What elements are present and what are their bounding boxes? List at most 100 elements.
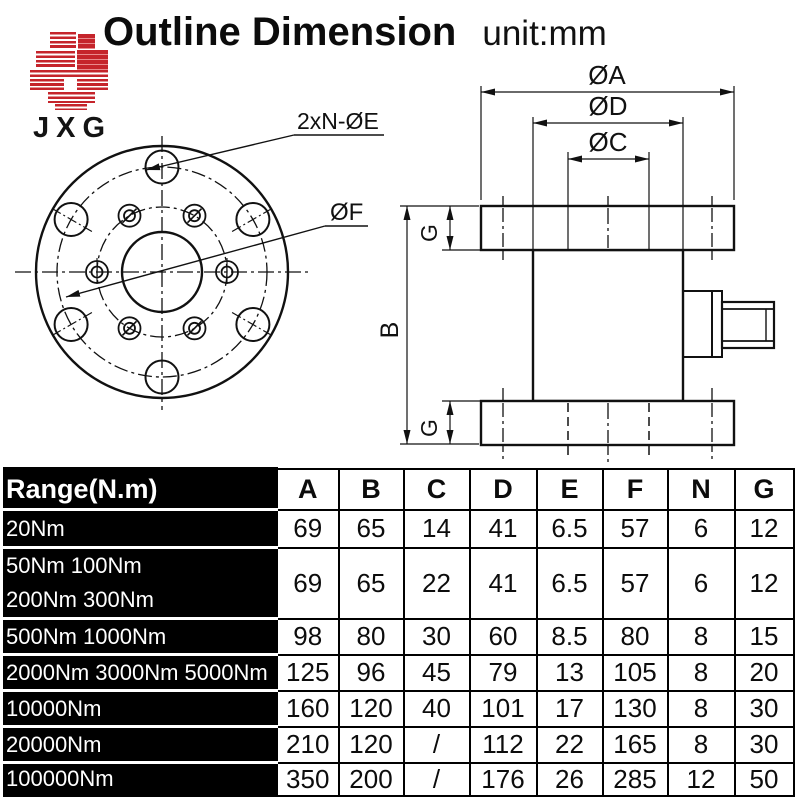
- connector: [682, 290, 776, 358]
- front-view-drawing: 2xN-ØE ØF: [15, 108, 384, 410]
- col-header-a: A: [275, 467, 340, 511]
- mount-hole: [53, 307, 89, 342]
- cell: 20: [733, 653, 795, 692]
- label-bolt-circle-dia: ØF: [330, 199, 363, 226]
- cell: 6: [666, 508, 736, 549]
- cell: 160: [275, 689, 340, 728]
- cell: 65: [337, 546, 405, 620]
- cell: 8.5: [535, 617, 604, 656]
- cell: 8: [666, 725, 736, 764]
- cell: 120: [337, 689, 405, 728]
- unit-label: unit:mm: [482, 14, 607, 53]
- table-header-row: Range(N.m) A B C D E F N G: [3, 467, 795, 511]
- cell: 6.5: [535, 508, 604, 549]
- cell: 80: [601, 617, 669, 656]
- leader-bolt-circle: [65, 225, 368, 298]
- outline-drawing: 2xN-ØE ØF: [15, 60, 776, 462]
- cell: 30: [733, 689, 795, 728]
- table-row: 20000Nm 210 120 / 112 22 165 8 30: [3, 725, 795, 765]
- cell: 45: [402, 653, 471, 692]
- label-mount-holes: 2xN-ØE: [297, 108, 379, 134]
- cell: 69: [275, 508, 340, 549]
- header-bar: Outline Dimension unit:mm: [103, 10, 607, 55]
- logo-block: [36, 51, 75, 68]
- cell: 8: [666, 689, 736, 728]
- mount-hole: [53, 202, 89, 237]
- dim-g-bottom: [442, 400, 481, 444]
- cell: 60: [468, 617, 538, 656]
- cell: 17: [535, 689, 604, 728]
- mount-hole: [144, 359, 180, 395]
- cell: 101: [468, 689, 538, 728]
- bolt-circle: [56, 166, 268, 378]
- cell: 50: [733, 761, 795, 797]
- label-dia-a: ØA: [588, 60, 626, 90]
- logo-block: [48, 92, 95, 103]
- cell: 8: [666, 653, 736, 692]
- row-label: 2000Nm 3000Nm 5000Nm: [3, 653, 278, 693]
- cell: /: [402, 761, 471, 797]
- cell: 22: [402, 546, 471, 620]
- cell: 79: [468, 653, 538, 692]
- dim-b: [400, 205, 479, 445]
- cell: 30: [733, 725, 795, 764]
- row-label-line1: 50Nm 100Nm: [6, 553, 142, 578]
- cell: 200: [337, 761, 405, 797]
- cell: 13: [535, 653, 604, 692]
- range-header-cell: Range(N.m): [3, 467, 278, 511]
- table-row: 50Nm 100Nm 200Nm 300Nm 69 65 22 41 6.5 5…: [3, 545, 795, 621]
- cell: 120: [337, 725, 405, 764]
- cell: 165: [601, 725, 669, 764]
- cell: 210: [275, 725, 340, 764]
- row-label: 20000Nm: [3, 725, 278, 765]
- table-row: 2000Nm 3000Nm 5000Nm 125 96 45 79 13 105…: [3, 653, 795, 693]
- col-header-e: E: [535, 467, 604, 511]
- cell: 41: [468, 546, 538, 620]
- sensor-body: [531, 248, 685, 403]
- label-g-bottom: G: [416, 419, 442, 437]
- logo-text: JXG: [33, 112, 113, 144]
- table-row: 20Nm 69 65 14 41 6.5 57 6 12: [3, 508, 795, 549]
- dimension-table: Range(N.m) A B C D E F N G 20Nm 69 65 14…: [3, 467, 795, 798]
- cell: 105: [601, 653, 669, 692]
- label-height-b: B: [376, 322, 404, 339]
- cell: 15: [733, 617, 795, 656]
- logo-block: [78, 34, 95, 49]
- cell: 12: [733, 546, 795, 620]
- cell: 30: [402, 617, 471, 656]
- jxg-logo: [30, 30, 110, 112]
- col-header-c: C: [402, 467, 471, 511]
- cell: 130: [601, 689, 669, 728]
- dim-d: [532, 117, 684, 250]
- table-row: 500Nm 1000Nm 98 80 30 60 8.5 80 8 15: [3, 617, 795, 657]
- cell: 176: [468, 761, 538, 797]
- cell: 98: [275, 617, 340, 656]
- cell: 14: [402, 508, 471, 549]
- col-header-d: D: [468, 467, 538, 511]
- side-view-drawing: ØA ØD ØC B: [376, 60, 776, 462]
- cell: /: [402, 725, 471, 764]
- cell: 26: [535, 761, 604, 797]
- col-header-g: G: [733, 467, 795, 511]
- cell: 6: [666, 546, 736, 620]
- cell: 6.5: [535, 546, 604, 620]
- cell: 40: [402, 689, 471, 728]
- row-label: 100000Nm: [3, 761, 278, 798]
- cell: 12: [733, 508, 795, 549]
- table-row: 100000Nm 350 200 / 176 26 285 12 50: [3, 761, 795, 798]
- col-header-b: B: [337, 467, 405, 511]
- label-g-top: G: [416, 224, 442, 242]
- dim-g-top: [442, 206, 481, 251]
- page-title: Outline Dimension: [103, 10, 457, 54]
- cell: 65: [337, 508, 405, 549]
- cell: 285: [601, 761, 669, 797]
- cell: 12: [666, 761, 736, 797]
- flange-hidden-lines: [502, 208, 713, 443]
- cell: 8: [666, 617, 736, 656]
- table-row: 10000Nm 160 120 40 101 17 130 8 30: [3, 689, 795, 729]
- cell: 69: [275, 546, 340, 620]
- row-label-line2: 200Nm 300Nm: [6, 587, 154, 613]
- cell: 41: [468, 508, 538, 549]
- dim-a: [480, 86, 735, 200]
